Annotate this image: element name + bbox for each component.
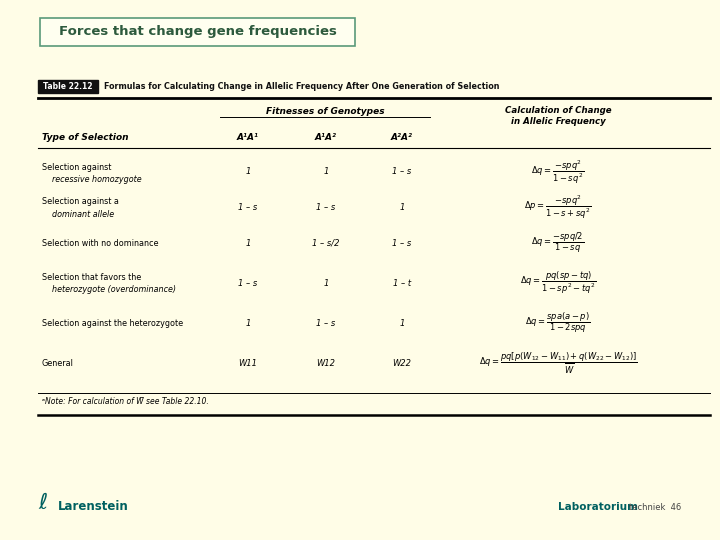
Text: 1: 1 bbox=[323, 167, 329, 177]
Text: Larenstein: Larenstein bbox=[58, 501, 129, 514]
Text: Calculation of Change
in Allelic Frequency: Calculation of Change in Allelic Frequen… bbox=[505, 106, 611, 126]
Bar bbox=[38, 80, 98, 93]
Text: 1 – s: 1 – s bbox=[238, 279, 258, 287]
Text: $\Delta q = \dfrac{pq[p(W_{12}-W_{11})+q(W_{22}-W_{12})]}{\overline{W}}$: $\Delta q = \dfrac{pq[p(W_{12}-W_{11})+q… bbox=[479, 350, 637, 376]
Text: 1 – s: 1 – s bbox=[238, 202, 258, 212]
FancyBboxPatch shape bbox=[40, 18, 355, 46]
Text: $\Delta p = \dfrac{-spq^2}{1 - s + sq^2}$: $\Delta p = \dfrac{-spq^2}{1 - s + sq^2}… bbox=[524, 193, 592, 221]
Text: heterozygote (overdominance): heterozygote (overdominance) bbox=[52, 286, 176, 294]
Text: 1: 1 bbox=[400, 202, 405, 212]
Text: ℓ: ℓ bbox=[38, 493, 48, 513]
Text: Fitnesses of Genotypes: Fitnesses of Genotypes bbox=[266, 107, 384, 117]
Text: Selection that favors the: Selection that favors the bbox=[42, 273, 141, 282]
Text: Selection with no dominance: Selection with no dominance bbox=[42, 239, 158, 247]
Text: 1 – s: 1 – s bbox=[392, 167, 412, 177]
Text: 1 – s: 1 – s bbox=[316, 202, 336, 212]
Text: ᵃNote: For calculation of W̅ see Table 22.10.: ᵃNote: For calculation of W̅ see Table 2… bbox=[42, 397, 209, 407]
Text: A¹A²: A¹A² bbox=[315, 133, 337, 143]
Text: W22: W22 bbox=[392, 359, 412, 368]
Text: Selection against: Selection against bbox=[42, 163, 112, 172]
Text: W11: W11 bbox=[238, 359, 258, 368]
Text: $\Delta q = \dfrac{spa(a - p)}{1 - 2spq}$: $\Delta q = \dfrac{spa(a - p)}{1 - 2spq}… bbox=[526, 310, 590, 335]
Text: 1: 1 bbox=[246, 239, 251, 247]
Text: Table 22.12: Table 22.12 bbox=[43, 82, 93, 91]
Text: Laboratorium: Laboratorium bbox=[558, 502, 638, 512]
Text: $\Delta q = \dfrac{-spq/2}{1 - sq}$: $\Delta q = \dfrac{-spq/2}{1 - sq}$ bbox=[531, 231, 585, 255]
Text: 1 – t: 1 – t bbox=[393, 279, 411, 287]
Text: 1: 1 bbox=[400, 319, 405, 327]
Text: Forces that change gene frequencies: Forces that change gene frequencies bbox=[58, 25, 336, 38]
Text: recessive homozygote: recessive homozygote bbox=[52, 174, 142, 184]
Text: dominant allele: dominant allele bbox=[52, 210, 114, 219]
Text: A²A²: A²A² bbox=[391, 133, 413, 143]
Text: Formulas for Calculating Change in Allelic Frequency After One Generation of Sel: Formulas for Calculating Change in Allel… bbox=[104, 82, 500, 91]
Text: A¹A¹: A¹A¹ bbox=[237, 133, 259, 143]
Text: W12: W12 bbox=[317, 359, 336, 368]
Text: 1: 1 bbox=[246, 319, 251, 327]
Text: 1: 1 bbox=[323, 279, 329, 287]
Text: 1 – s/2: 1 – s/2 bbox=[312, 239, 340, 247]
Text: Selection against a: Selection against a bbox=[42, 198, 119, 206]
Text: 1 – s: 1 – s bbox=[392, 239, 412, 247]
Text: $\Delta q = \dfrac{-spq^2}{1 - sq^2}$: $\Delta q = \dfrac{-spq^2}{1 - sq^2}$ bbox=[531, 158, 585, 186]
Text: $\Delta q = \dfrac{pq(sp - tq)}{1 - sp^2 - tq^2}$: $\Delta q = \dfrac{pq(sp - tq)}{1 - sp^2… bbox=[520, 270, 596, 296]
Text: Selection against the heterozygote: Selection against the heterozygote bbox=[42, 319, 183, 327]
Text: General: General bbox=[42, 359, 74, 368]
Text: 1 – s: 1 – s bbox=[316, 319, 336, 327]
Text: 1: 1 bbox=[246, 167, 251, 177]
Text: Type of Selection: Type of Selection bbox=[42, 133, 128, 143]
Text: techniek  46: techniek 46 bbox=[629, 503, 681, 511]
